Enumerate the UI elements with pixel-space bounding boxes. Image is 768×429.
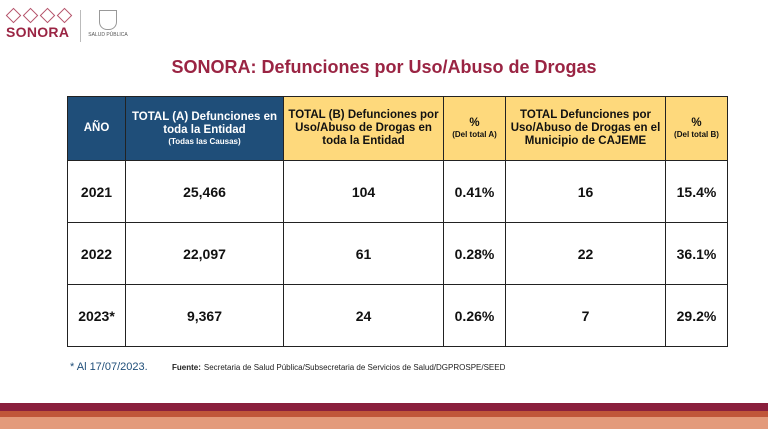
column-title: TOTAL Defunciones por Uso/Abuso de Droga… (510, 109, 661, 147)
table-row: 2022 22,097 61 0.28% 22 36.1% (67, 222, 728, 285)
value-cell: 29.2% (665, 284, 728, 347)
logo-text: SONORA (6, 24, 70, 40)
value-cell: 36.1% (665, 222, 728, 285)
column-title: TOTAL (A) Defunciones en toda la Entidad (131, 110, 278, 136)
value-cell: 22,097 (125, 222, 284, 285)
column-title: % (691, 117, 702, 129)
year-cell: 2022 (67, 222, 126, 285)
table-body: 2021 25,466 104 0.41% 16 15.4% 2022 22,097 61 0.2… (67, 160, 728, 347)
partner-text: SALUD PÚBLICA (88, 32, 128, 38)
column-subtitle: (Todas las Causas) (168, 136, 241, 146)
footnote: * Al 17/07/2023. (70, 361, 148, 373)
stripe (0, 411, 768, 417)
value-cell: 7 (505, 284, 666, 347)
source-text: Secretaria de Salud Pública/Subsecretari… (203, 363, 506, 372)
logo-divider (80, 10, 81, 42)
value-cell: 24 (283, 284, 444, 347)
stripe (0, 403, 768, 411)
value-cell: 22 (505, 222, 666, 285)
partner-emblem (99, 10, 117, 30)
title: SONORA: Defunciones por Uso/Abuso de Dro… (171, 57, 597, 77)
partner-logo: SALUD PÚBLICA (88, 10, 128, 38)
column-header: TOTAL (A) Defunciones en toda la Entidad… (125, 96, 284, 161)
value-cell: 104 (283, 160, 444, 223)
column-header: % (Del total B) (665, 96, 728, 161)
logo: SONORA (5, 7, 76, 40)
year-cell: 2023* (67, 284, 126, 347)
data-table: AÑO TOTAL (A) Defunciones en toda la Enti… (67, 96, 728, 347)
column-title: TOTAL (B) Defunciones por Uso/Abuso de D… (288, 109, 439, 147)
column-title: AÑO (83, 122, 110, 134)
column-header: AÑO (67, 96, 126, 161)
value-cell: 25,466 (125, 160, 284, 223)
column-header: TOTAL Defunciones por Uso/Abuso de Droga… (505, 96, 666, 161)
table-row: 2021 25,466 104 0.41% 16 15.4% (67, 160, 728, 223)
value-cell: 16 (505, 160, 666, 223)
column-header: % (Del total A) (443, 96, 506, 161)
column-header: TOTAL (B) Defunciones por Uso/Abuso de D… (283, 96, 444, 161)
source-label: Fuente: (172, 363, 201, 372)
value-cell: 0.26% (443, 284, 506, 347)
year-cell: 2021 (67, 160, 126, 223)
column-subtitle: (Del total B) (674, 130, 719, 139)
value-cell: 15.4% (665, 160, 728, 223)
value-cell: 0.28% (443, 222, 506, 285)
source: Fuente: Secretaria de Salud Pública/Subse… (172, 363, 505, 372)
column-subtitle: (Del total A) (452, 130, 497, 139)
table-row: 2023* 9,367 24 0.26% 7 29.2% (67, 284, 728, 347)
value-cell: 9,367 (125, 284, 284, 347)
value-cell: 0.41% (443, 160, 506, 223)
logo-ornament (5, 7, 76, 24)
column-title: % (469, 117, 480, 129)
stripe (0, 417, 768, 429)
value-cell: 61 (283, 222, 444, 285)
header-row: AÑO TOTAL (A) Defunciones en toda la Enti… (67, 96, 728, 161)
